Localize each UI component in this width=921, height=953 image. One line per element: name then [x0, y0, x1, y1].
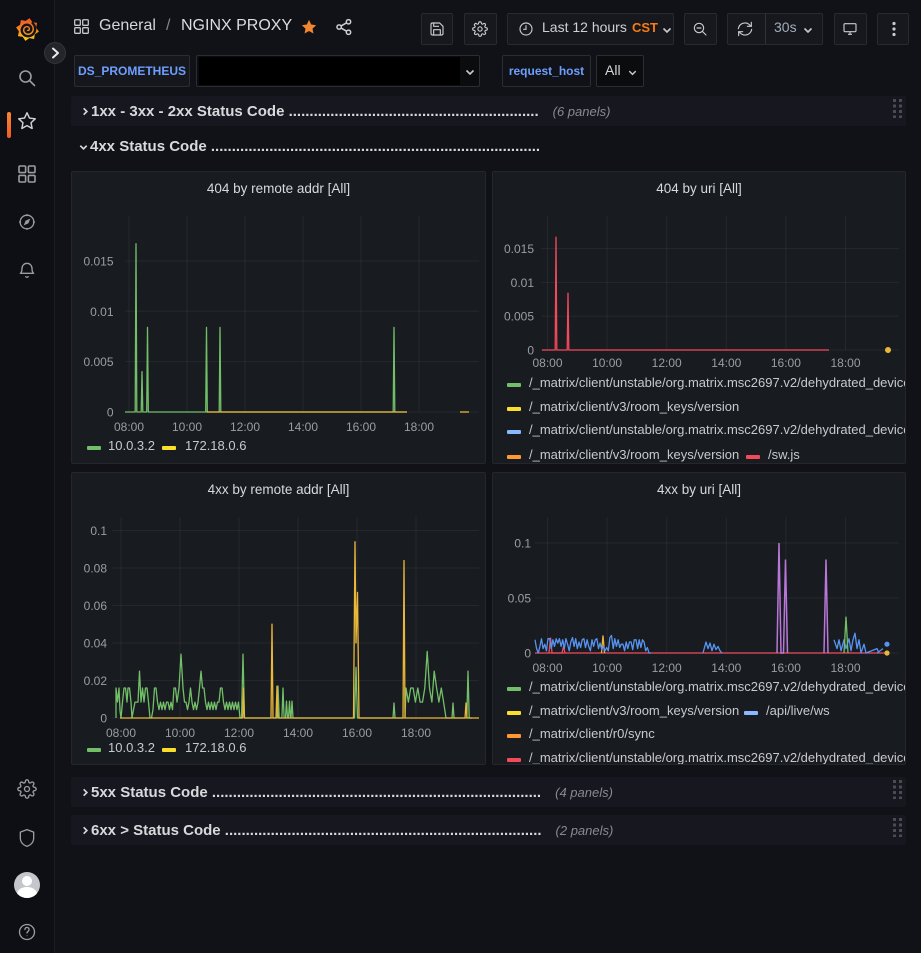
svg-text:16:00: 16:00 [771, 356, 801, 370]
svg-text:0.005: 0.005 [504, 310, 534, 324]
svg-text:0.01: 0.01 [511, 276, 535, 290]
svg-text:0.06: 0.06 [84, 599, 108, 613]
svg-text:0: 0 [527, 344, 534, 358]
svg-text:12:00: 12:00 [224, 726, 254, 740]
svg-text:0.015: 0.015 [83, 254, 113, 268]
svg-text:08:00: 08:00 [532, 661, 562, 675]
svg-text:0.1: 0.1 [90, 524, 107, 538]
svg-text:0: 0 [524, 647, 531, 661]
svg-text:0: 0 [100, 712, 107, 726]
svg-text:14:00: 14:00 [288, 420, 318, 434]
svg-text:0.005: 0.005 [83, 355, 113, 369]
svg-text:10:00: 10:00 [172, 420, 202, 434]
svg-text:10:00: 10:00 [592, 661, 622, 675]
svg-text:18:00: 18:00 [830, 356, 860, 370]
svg-text:18:00: 18:00 [401, 726, 431, 740]
svg-text:12:00: 12:00 [230, 420, 260, 434]
svg-text:10:00: 10:00 [165, 726, 195, 740]
svg-text:10:00: 10:00 [592, 356, 622, 370]
svg-text:16:00: 16:00 [342, 726, 372, 740]
svg-text:12:00: 12:00 [652, 661, 682, 675]
svg-text:08:00: 08:00 [114, 420, 144, 434]
svg-text:0.015: 0.015 [504, 242, 534, 256]
svg-text:0.05: 0.05 [508, 592, 532, 606]
svg-text:0.01: 0.01 [90, 305, 114, 319]
svg-text:14:00: 14:00 [711, 356, 741, 370]
svg-text:0.08: 0.08 [84, 562, 108, 576]
svg-text:18:00: 18:00 [404, 420, 434, 434]
svg-text:16:00: 16:00 [771, 661, 801, 675]
svg-text:12:00: 12:00 [652, 356, 682, 370]
svg-text:08:00: 08:00 [532, 356, 562, 370]
svg-text:0: 0 [107, 406, 114, 420]
svg-text:0.1: 0.1 [514, 537, 531, 551]
svg-text:16:00: 16:00 [346, 420, 376, 434]
svg-text:0.02: 0.02 [84, 674, 108, 688]
svg-text:18:00: 18:00 [830, 661, 860, 675]
svg-text:08:00: 08:00 [106, 726, 136, 740]
svg-text:14:00: 14:00 [711, 661, 741, 675]
svg-text:0.04: 0.04 [84, 637, 108, 651]
svg-text:14:00: 14:00 [283, 726, 313, 740]
